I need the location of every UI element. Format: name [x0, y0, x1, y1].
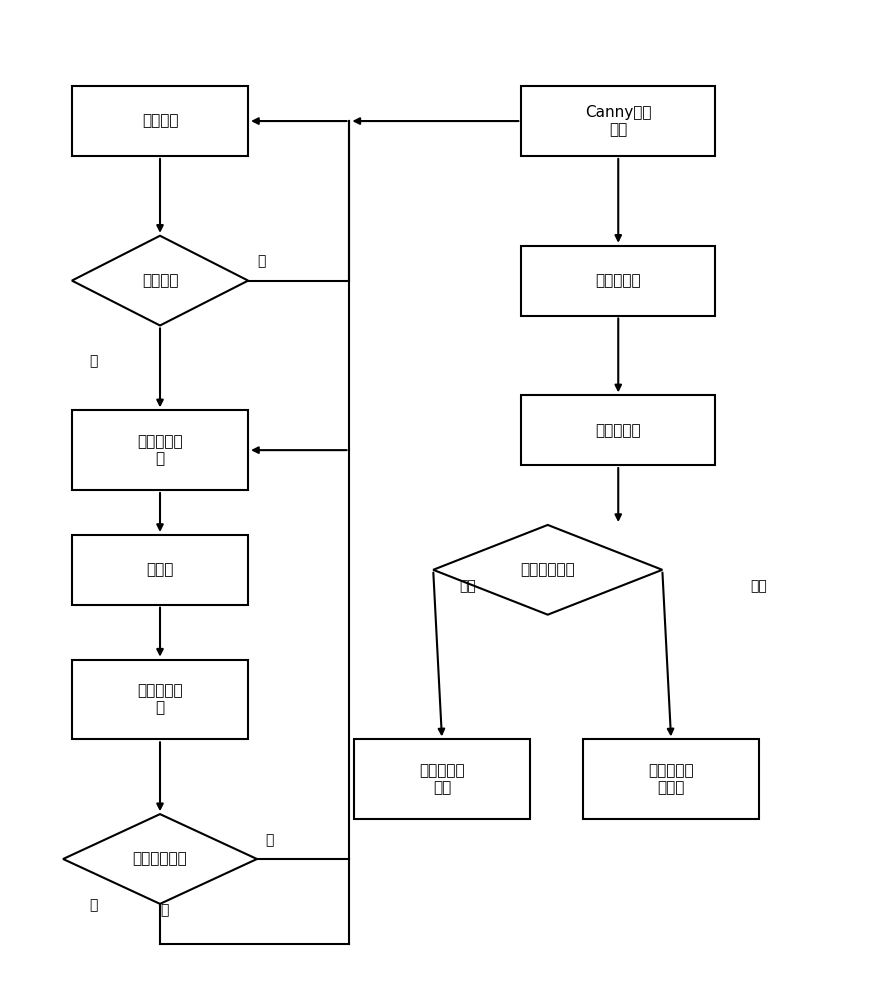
Text: 图像二值化: 图像二值化 — [596, 273, 641, 288]
Text: 是: 是 — [160, 903, 168, 917]
Polygon shape — [72, 236, 248, 325]
Text: 彩色图像: 彩色图像 — [141, 273, 179, 288]
Text: 成功: 成功 — [460, 579, 476, 593]
Text: 判别显示不
为火焰: 判别显示不 为火焰 — [648, 763, 694, 795]
FancyBboxPatch shape — [72, 410, 248, 490]
Text: 直方图均衡
化: 直方图均衡 化 — [137, 683, 183, 716]
FancyBboxPatch shape — [72, 535, 248, 605]
FancyBboxPatch shape — [583, 739, 759, 819]
Text: 否: 否 — [257, 255, 265, 269]
FancyBboxPatch shape — [72, 660, 248, 739]
Polygon shape — [63, 814, 257, 904]
Text: 是: 是 — [89, 898, 98, 912]
FancyBboxPatch shape — [522, 246, 715, 316]
FancyBboxPatch shape — [354, 739, 530, 819]
Text: 灰度化: 灰度化 — [147, 562, 173, 577]
Polygon shape — [433, 525, 662, 615]
FancyBboxPatch shape — [522, 395, 715, 465]
Text: 判别显示为
火焰: 判别显示为 火焰 — [419, 763, 465, 795]
Text: 图像滤波处
理: 图像滤波处 理 — [137, 434, 183, 466]
Text: 图像参数达标: 图像参数达标 — [133, 852, 187, 866]
Text: 失败: 失败 — [751, 579, 767, 593]
Text: 内外焰识别: 内外焰识别 — [596, 423, 641, 438]
FancyBboxPatch shape — [522, 86, 715, 156]
Text: 否: 否 — [266, 833, 274, 847]
FancyBboxPatch shape — [72, 86, 248, 156]
Text: 火焰判别算法: 火焰判别算法 — [521, 562, 575, 577]
Text: Canny边缘
检测: Canny边缘 检测 — [585, 105, 652, 137]
Text: 是: 是 — [89, 354, 98, 368]
Text: 输入图像: 输入图像 — [141, 114, 179, 129]
